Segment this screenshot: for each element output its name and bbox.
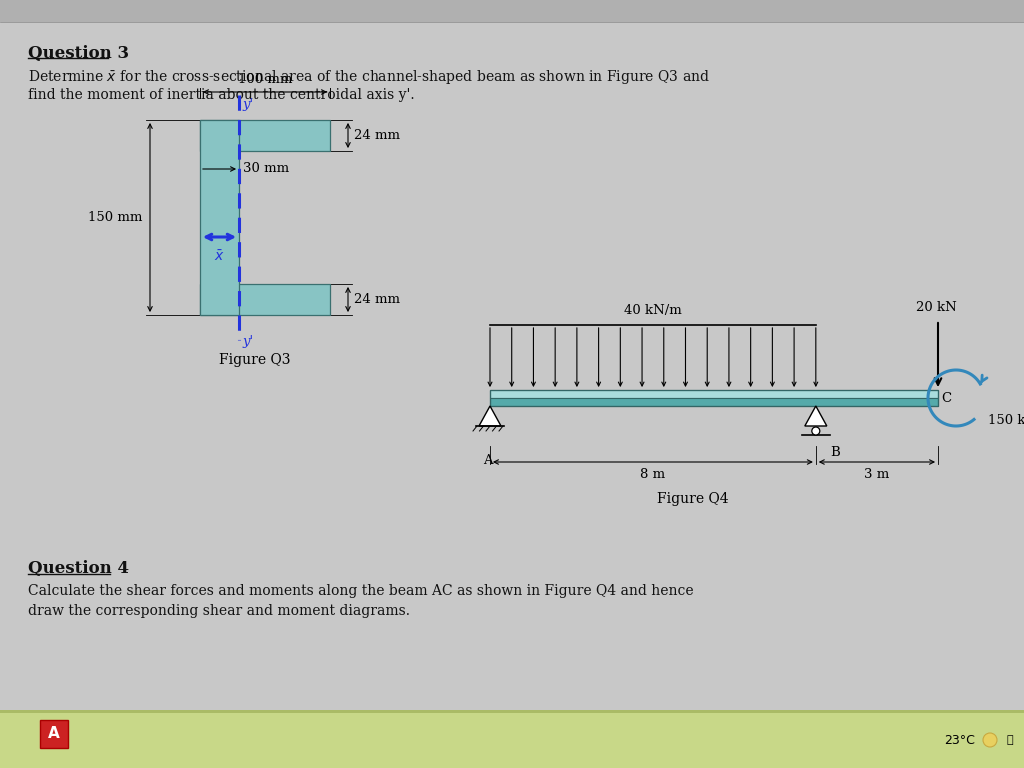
Circle shape <box>812 427 820 435</box>
Text: 24 mm: 24 mm <box>354 293 400 306</box>
Text: 23°C: 23°C <box>944 733 975 746</box>
Text: Question 4: Question 4 <box>28 560 129 577</box>
Text: 30 mm: 30 mm <box>243 163 289 176</box>
Circle shape <box>983 733 997 747</box>
Polygon shape <box>479 406 501 426</box>
Bar <box>40 720 68 748</box>
Text: 20 kN: 20 kN <box>915 301 956 314</box>
Text: B: B <box>829 446 840 459</box>
Text: 8 m: 8 m <box>640 468 666 481</box>
Bar <box>0 710 1024 713</box>
Text: Question 3: Question 3 <box>28 45 129 62</box>
Text: y': y' <box>242 98 253 111</box>
Text: y': y' <box>242 335 253 348</box>
Text: Calculate the shear forces and moments along the beam AC as shown in Figure Q4 a: Calculate the shear forces and moments a… <box>28 584 693 598</box>
Text: Determine $\bar{x}$ for the cross-sectional area of the channel-shaped beam as s: Determine $\bar{x}$ for the cross-sectio… <box>28 68 710 86</box>
Text: A: A <box>48 727 59 741</box>
Text: find the moment of inertia about the centroidal axis y'.: find the moment of inertia about the cen… <box>28 88 415 102</box>
Text: A: A <box>483 454 493 467</box>
Text: 晴: 晴 <box>1007 735 1014 745</box>
Bar <box>490 398 938 406</box>
Text: Figure Q3: Figure Q3 <box>219 353 291 367</box>
Bar <box>200 120 330 151</box>
Text: Figure Q4: Figure Q4 <box>657 492 729 506</box>
Polygon shape <box>805 406 826 426</box>
Text: 100 mm: 100 mm <box>238 73 292 86</box>
Text: 150 kN-m: 150 kN-m <box>988 414 1024 427</box>
Text: draw the corresponding shear and moment diagrams.: draw the corresponding shear and moment … <box>28 604 410 618</box>
Text: $\bar{x}$: $\bar{x}$ <box>214 249 225 264</box>
Text: 150 mm: 150 mm <box>88 211 142 224</box>
Bar <box>0 710 1024 768</box>
Text: 40 kN/m: 40 kN/m <box>624 304 682 317</box>
Text: 24 mm: 24 mm <box>354 129 400 142</box>
Bar <box>0 0 1024 22</box>
Text: 3 m: 3 m <box>864 468 890 481</box>
Bar <box>200 284 330 315</box>
Text: C: C <box>941 392 951 405</box>
Bar <box>490 390 938 406</box>
Bar <box>200 120 239 315</box>
Bar <box>490 390 938 398</box>
